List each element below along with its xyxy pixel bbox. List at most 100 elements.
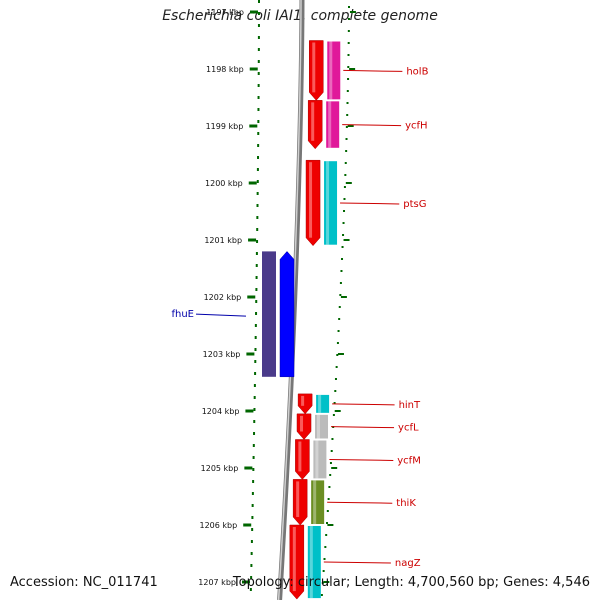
guide-dot-right [346,90,349,92]
guide-dot-right [339,282,342,284]
gene-label-fhuE[interactable]: fhuE [171,309,194,320]
gene-label-ycfM[interactable]: ycfM [397,455,421,466]
gene-arrow-thiK[interactable] [292,479,308,526]
guide-dot-right [345,150,348,152]
guide-dot-left [258,0,260,3]
cog-bar-ycfM[interactable] [313,440,327,479]
ruler-tick [249,67,258,71]
guide-dot-left [250,564,253,567]
guide-dot-left [256,168,259,171]
ruler-tick-right [349,68,356,70]
guide-dot-right [344,174,347,176]
gene-arrow-ptsG[interactable] [305,159,321,247]
guide-dot-right [332,414,335,416]
ruler-tick [248,238,257,242]
chromosome-backbone [277,0,305,600]
gene-leader-line [323,561,391,564]
guide-dot-right [345,138,348,140]
guide-dot-right [322,570,325,572]
guide-dot-right [333,402,336,404]
gene-arrow-ycfL[interactable] [296,413,312,440]
guide-dot-right [346,114,349,116]
cog-bar-ycfH[interactable] [326,101,340,148]
gene-label-nagZ[interactable]: nagZ [395,558,421,569]
gene-label-holB[interactable]: holB [406,66,428,77]
ruler-label: 1199 kbp [206,122,244,131]
guide-dot-right [324,546,327,548]
accession-label: Accession: NC_011741 [10,575,158,590]
guide-dot-right [330,450,333,452]
guide-dot-left [256,180,259,183]
gene-arrow-shine [296,481,300,517]
guide-dot-right [347,78,350,80]
gene-layer[interactable] [262,40,341,600]
cog-bar-hinT[interactable] [316,394,330,413]
gene-arrow-shine [292,527,296,592]
gene-label-ptsG[interactable]: ptsG [403,199,426,210]
gene-arrow-holB[interactable] [309,40,324,101]
guide-dot-right [347,30,350,32]
ruler-tick-right [323,581,330,583]
gene-label-thiK[interactable]: thiK [396,498,416,509]
cog-bar-shine [317,414,321,439]
guide-dot-left [251,504,254,507]
guide-dot-right [347,54,350,56]
gene-arrow-ycfM[interactable] [295,439,310,480]
guide-dot-left [257,108,260,111]
gene-label-ycfH[interactable]: ycfH [405,121,427,132]
gene-arrow-shine [311,102,315,141]
guide-dot-right [326,522,329,524]
gene-arrow-ycfH[interactable] [307,100,323,150]
ruler-tick-right [347,125,354,127]
guide-dot-right [331,438,334,440]
guide-dot-right [329,474,332,476]
ruler-tick-right [334,410,341,412]
guide-dot-right [334,390,337,392]
guide-dot-left [254,360,257,363]
ruler-tick-right [349,11,356,13]
guide-dot-left [249,588,252,591]
cog-bar-ptsG[interactable] [324,161,338,245]
guide-dot-right [343,198,346,200]
guide-dot-right [340,270,343,272]
guide-dot-left [252,456,255,459]
cog-bar-shine [328,101,332,148]
guide-dot-left [252,480,255,483]
cog-bar-ycfL[interactable] [315,414,329,439]
guide-dot-left [257,48,260,51]
ruler-label: 1198 kbp [206,65,244,74]
guide-dot-right [341,246,344,248]
guide-dot-right [325,534,328,536]
guide-dot-left [257,120,260,123]
cog-bar-thiK[interactable] [311,480,325,524]
gene-label-ycfL[interactable]: ycfL [398,423,419,434]
ruler-label: 1200 kbp [205,179,243,188]
gene-arrow-fhuE[interactable] [279,251,295,378]
gene-label-hinT[interactable]: hinT [399,400,421,411]
guide-dot-right [347,42,350,44]
ruler-label: 1206 kbp [200,521,238,530]
gene-leader-line [343,69,403,72]
guide-dot-right [320,594,323,596]
ruler-tick [246,352,255,356]
gene-arrow-shine [309,162,313,238]
guide-dot-right [327,498,330,500]
cog-bar-holB[interactable] [327,41,341,100]
cog-bar-shine [313,480,317,524]
guide-dot-left [256,216,259,219]
gene-arrow-shine [298,441,302,472]
cog-bar-fhuE[interactable] [262,251,276,377]
guide-dot-right [343,210,346,212]
gene-arrow-hinT[interactable] [297,393,313,415]
ruler-tick-right [340,296,347,298]
guide-dot-left [255,312,258,315]
guide-dot-left [257,144,260,147]
ruler-tick [249,124,258,128]
gene-arrow-shine [301,395,305,406]
guide-dot-left [252,444,255,447]
ruler-tick-right [345,182,352,184]
label-layer[interactable]: holB ycfH ptsG fhuE hinT ycfL ycfM thiK nagZ [171,66,428,569]
guide-dot-left [257,72,260,75]
cog-bar-nagZ[interactable] [307,526,321,599]
